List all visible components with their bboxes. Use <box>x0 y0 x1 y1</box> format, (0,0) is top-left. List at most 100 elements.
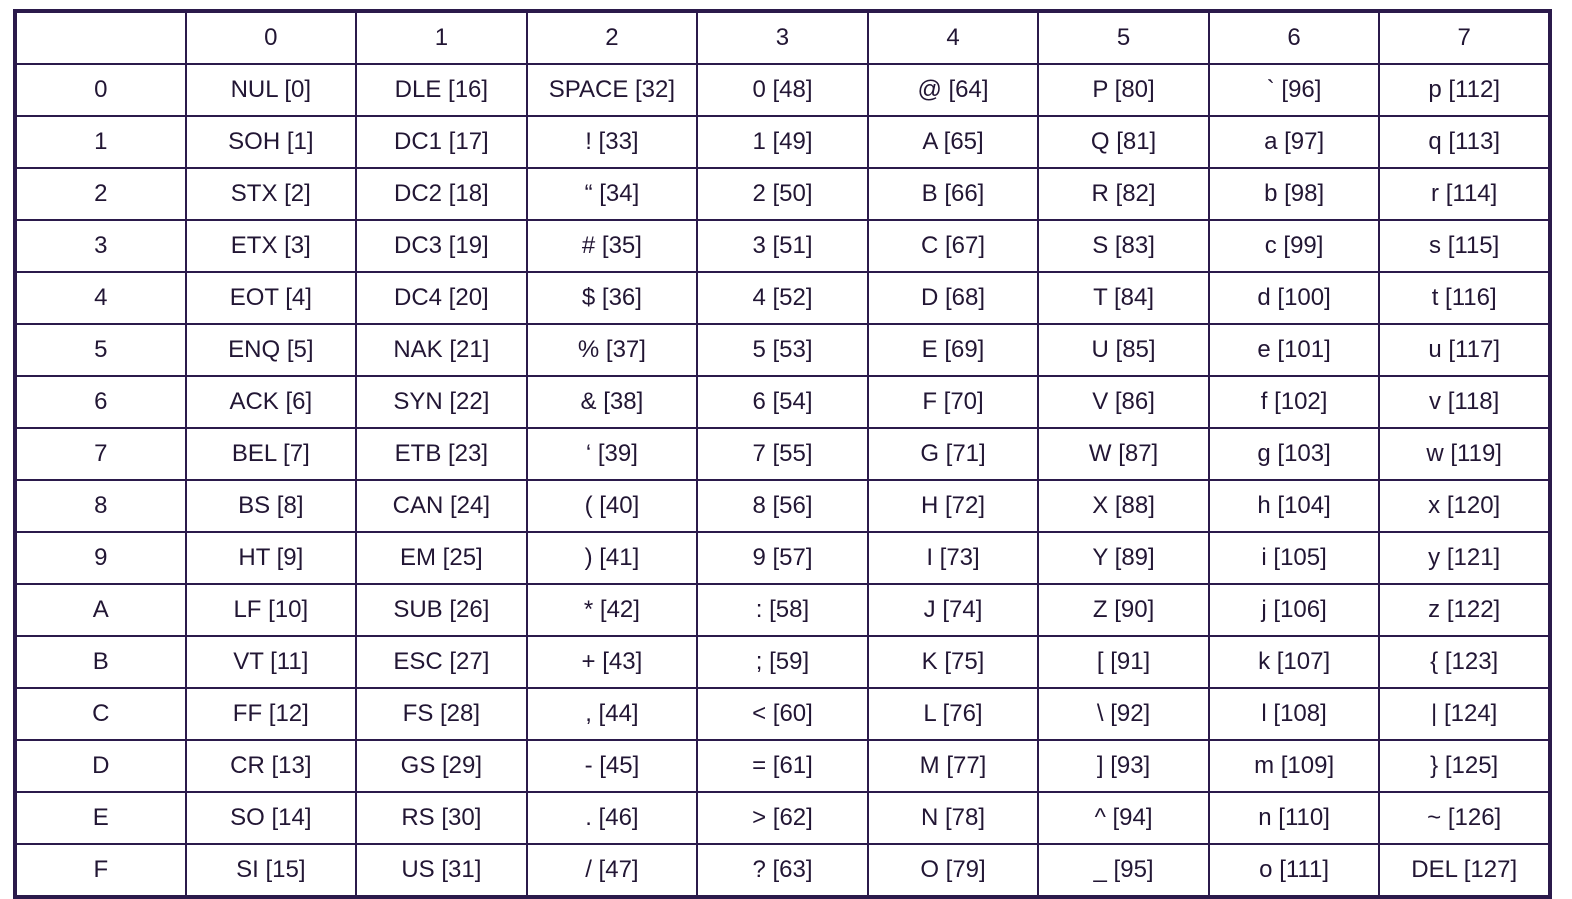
table-cell: BS [8] <box>184 479 358 533</box>
table-cell: C [67] <box>866 219 1040 273</box>
table-cell: ( [40] <box>525 479 699 533</box>
table-cell: DLE [16] <box>355 63 528 117</box>
row-header: 5 <box>14 323 187 377</box>
row-header: 8 <box>14 479 187 533</box>
table-cell: - [45] <box>525 739 699 793</box>
table-cell: SI [15] <box>184 843 358 898</box>
table-row: 9 HT [9] EM [25]) [41] 9 [57] I [73] Y [89] i … <box>14 531 1551 585</box>
table-cell: DC2 [18] <box>355 167 528 221</box>
table-cell: 7 [55] <box>696 427 869 481</box>
table-row: 5 ENQ [5] NAK [21]% [37] 5 [53] E [69] U [85]… <box>14 323 1551 377</box>
table-cell: ` [96] <box>1207 63 1381 117</box>
table-cell: g [103] <box>1207 427 1381 481</box>
table-cell: s [115] <box>1378 219 1551 273</box>
table-cell: e [101] <box>1207 323 1381 377</box>
table-cell: & [38] <box>525 375 699 429</box>
table-cell: } [125] <box>1378 739 1551 793</box>
table-cell: SPACE [32] <box>525 63 699 117</box>
table-cell: N [78] <box>866 791 1040 845</box>
table-cell: RS [30] <box>355 791 528 845</box>
table-row: A LF [10] SUB [26] * [42]: [58] J [74] Z [90]… <box>14 583 1551 637</box>
table-cell: STX [2] <box>184 167 358 221</box>
table-cell: GS [29] <box>355 739 528 793</box>
table-cell: BEL [7] <box>184 427 358 481</box>
table-row: C FF [12] FS [28], [44] < [60] L [76] \ [92] l… <box>14 687 1551 741</box>
table-cell: ) [41] <box>525 531 699 585</box>
table-cell: | [124] <box>1378 687 1551 741</box>
table-cell: { [123] <box>1378 635 1551 689</box>
table-cell: DC1 [17] <box>355 115 528 169</box>
table-cell: 1 [49] <box>696 115 869 169</box>
table-cell: j [106] <box>1207 583 1381 637</box>
table-cell: < [60] <box>696 687 869 741</box>
table-cell: Q [81] <box>1037 115 1210 169</box>
table-cell: W [87] <box>1037 427 1210 481</box>
table-cell: > [62] <box>696 791 869 845</box>
table-cell: CAN [24] <box>355 479 528 533</box>
table-cell: “ [34] <box>525 167 699 221</box>
table-cell: 9 [57] <box>696 531 869 585</box>
column-header: 6 <box>1207 10 1381 65</box>
table-cell: ? [63] <box>696 843 869 898</box>
row-header: F <box>14 843 187 898</box>
table-cell: h [104] <box>1207 479 1381 533</box>
table-row: 7 BEL [7] ETB [23] ‘ [39] 7 [55] G [71] W [87]… <box>14 427 1551 481</box>
row-header: 4 <box>14 271 187 325</box>
table-cell: = [61] <box>696 739 869 793</box>
row-header: D <box>14 739 187 793</box>
table-cell: 0 [48] <box>696 63 869 117</box>
row-header: C <box>14 687 187 741</box>
table-cell: DEL [127] <box>1378 843 1551 898</box>
row-header: 2 <box>14 167 187 221</box>
table-cell: HT [9] <box>184 531 358 585</box>
table-cell: # [35] <box>525 219 699 273</box>
table-cell: c [99] <box>1207 219 1381 273</box>
row-header: 3 <box>14 219 187 273</box>
table-cell: O [79] <box>866 843 1040 898</box>
table-row: 6 ACK [6] SYN [22] & [38] 6 [54] F [70] V [86]… <box>14 375 1551 429</box>
table-cell: L [76] <box>866 687 1040 741</box>
table-cell: Y [89] <box>1037 531 1210 585</box>
ascii-table: 0 1 2 3 4 5 6 7 0 NUL [0] DLE [16] SPACE [3… <box>13 9 1552 899</box>
table-cell: $ [36] <box>525 271 699 325</box>
table-cell: P [80] <box>1037 63 1210 117</box>
table-cell: DC3 [19] <box>355 219 528 273</box>
table-cell: ~ [126] <box>1378 791 1551 845</box>
table-cell: NAK [21] <box>355 323 528 377</box>
column-header: 2 <box>525 10 699 65</box>
table-row: 4 EOT [4] DC4 [20] $ [36] 4 [52] D [68] T [84]… <box>14 271 1551 325</box>
table-cell: l [108] <box>1207 687 1381 741</box>
column-header: 3 <box>696 10 869 65</box>
table-cell: t [116] <box>1378 271 1551 325</box>
table-cell: G [71] <box>866 427 1040 481</box>
table-cell: v [118] <box>1378 375 1551 429</box>
table-cell: r [114] <box>1378 167 1551 221</box>
row-header: 1 <box>14 115 187 169</box>
table-cell: M [77] <box>866 739 1040 793</box>
table-cell: ETX [3] <box>184 219 358 273</box>
row-header: 6 <box>14 375 187 429</box>
row-header: 9 <box>14 531 187 585</box>
table-cell: b [98] <box>1207 167 1381 221</box>
table-cell: \ [92] <box>1037 687 1210 741</box>
table-cell: y [121] <box>1378 531 1551 585</box>
row-header: B <box>14 635 187 689</box>
row-header: E <box>14 791 187 845</box>
table-cell: LF [10] <box>184 583 358 637</box>
table-cell: EOT [4] <box>184 271 358 325</box>
table-cell: X [88] <box>1037 479 1210 533</box>
table-cell: SO [14] <box>184 791 358 845</box>
table-cell: NUL [0] <box>184 63 358 117</box>
corner-cell <box>14 10 187 65</box>
table-cell: U [85] <box>1037 323 1210 377</box>
table-cell: q [113] <box>1378 115 1551 169</box>
row-header: 0 <box>14 63 187 117</box>
table-cell: D [68] <box>866 271 1040 325</box>
table-cell: . [46] <box>525 791 699 845</box>
header-row: 0 1 2 3 4 5 6 7 <box>14 10 1551 65</box>
table-cell: + [43] <box>525 635 699 689</box>
table-cell: J [74] <box>866 583 1040 637</box>
table-cell: A [65] <box>866 115 1040 169</box>
table-cell: z [122] <box>1378 583 1551 637</box>
table-cell: K [75] <box>866 635 1040 689</box>
